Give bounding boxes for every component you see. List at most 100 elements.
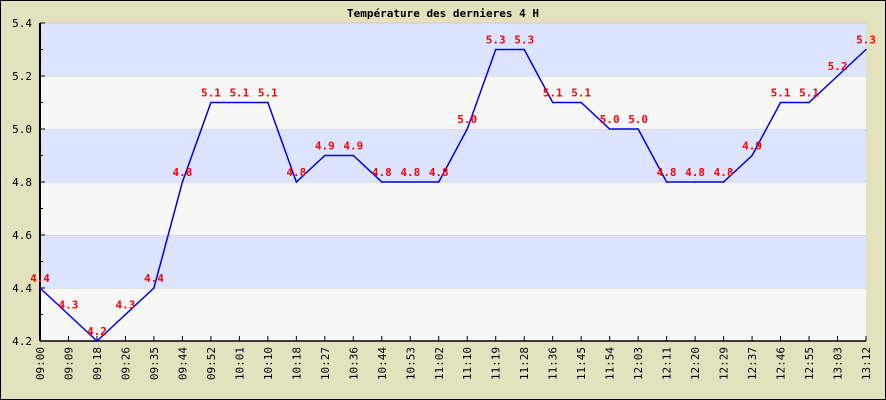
data-label: 5.1 (201, 87, 221, 100)
x-tick-label: 10:18 (290, 347, 303, 380)
data-point (295, 181, 298, 183)
y-tick-label: 4.2 (12, 335, 32, 348)
data-label: 5.3 (514, 34, 534, 47)
x-tick-label: 11:19 (490, 347, 503, 380)
x-tick-label: 09:52 (205, 347, 218, 380)
x-tick-label: 09:35 (148, 347, 161, 380)
x-tick-label: 11:02 (433, 347, 446, 380)
data-label: 4.3 (59, 299, 79, 312)
data-point (437, 181, 440, 183)
data-label: 4.8 (372, 166, 392, 179)
data-label: 4.8 (657, 166, 677, 179)
data-point (580, 101, 582, 104)
x-tick-label: 09:18 (91, 347, 104, 380)
data-label: 4.8 (429, 166, 449, 179)
data-point (67, 313, 70, 316)
x-tick-label: 12:29 (718, 347, 731, 380)
data-label: 4.8 (685, 166, 705, 179)
x-tick-label: 10:44 (376, 347, 389, 380)
data-label: 5.3 (486, 34, 506, 47)
data-label: 4.2 (87, 325, 107, 338)
data-label: 5.1 (771, 87, 791, 100)
x-tick-label: 09:00 (34, 347, 47, 380)
data-point (39, 287, 41, 289)
x-tick-label: 11:36 (547, 347, 560, 380)
x-tick-label: 10:10 (262, 347, 275, 380)
data-label: 5.1 (571, 87, 591, 100)
x-tick-label: 12:55 (803, 347, 816, 380)
data-point (722, 181, 725, 183)
data-point (267, 101, 269, 104)
data-label: 4.4 (30, 272, 50, 285)
grid-band (40, 182, 866, 235)
x-tick-label: 10:27 (319, 347, 332, 380)
chart-title: Température des dernieres 4 H (347, 7, 539, 20)
x-tick-label: 11:54 (604, 347, 617, 380)
x-tick-label: 12:20 (689, 347, 702, 380)
x-tick-label: 10:01 (233, 347, 246, 380)
data-label: 4.8 (286, 166, 306, 179)
data-label: 5.0 (600, 113, 620, 126)
data-point (238, 101, 241, 104)
data-point (551, 101, 554, 104)
x-tick-label: 11:10 (461, 347, 474, 380)
data-label: 5.1 (543, 87, 563, 100)
data-point (352, 154, 355, 157)
data-point (694, 181, 696, 183)
y-tick-label: 5.2 (12, 70, 32, 83)
data-point (494, 48, 497, 51)
grid-band (40, 23, 866, 76)
data-point (324, 154, 326, 157)
x-tick-label: 09:44 (176, 347, 189, 380)
data-point (153, 287, 155, 289)
data-point (836, 75, 839, 77)
data-point (637, 128, 639, 130)
data-point (665, 181, 668, 183)
data-label: 5.3 (856, 34, 876, 47)
data-point (210, 101, 212, 104)
grid-band (40, 76, 866, 129)
x-tick-label: 09:26 (119, 347, 132, 380)
data-point (466, 128, 469, 130)
x-tick-label: 12:46 (775, 347, 788, 380)
data-point (181, 181, 184, 183)
data-point (608, 128, 611, 130)
data-label: 4.9 (343, 140, 363, 153)
data-label: 4.4 (144, 272, 164, 285)
data-label: 4.8 (714, 166, 734, 179)
x-tick-label: 11:45 (575, 347, 588, 380)
grid-band (40, 235, 866, 288)
data-label: 5.2 (828, 60, 848, 73)
x-tick-label: 11:28 (518, 347, 531, 380)
y-tick-label: 4.8 (12, 176, 32, 189)
data-label: 5.0 (628, 113, 648, 126)
x-tick-label: 10:53 (404, 347, 417, 380)
data-label: 4.9 (315, 140, 335, 153)
data-point (124, 313, 127, 316)
data-label: 4.8 (400, 166, 420, 179)
y-tick-label: 4.6 (12, 229, 32, 242)
x-tick-label: 13:12 (860, 347, 873, 380)
data-point (751, 154, 753, 157)
y-tick-label: 4.4 (12, 282, 32, 295)
data-point (779, 101, 782, 104)
y-tick-label: 5.4 (12, 17, 32, 30)
data-label: 5.1 (258, 87, 278, 100)
grid-band (40, 288, 866, 341)
x-tick-label: 13:03 (832, 347, 845, 380)
x-tick-label: 09:09 (62, 347, 75, 380)
data-label: 5.1 (229, 87, 249, 100)
x-tick-label: 12:11 (661, 347, 674, 380)
x-tick-label: 12:37 (746, 347, 759, 380)
data-label: 4.9 (742, 140, 762, 153)
data-label: 4.8 (172, 166, 192, 179)
data-label: 5.0 (457, 113, 477, 126)
x-tick-label: 12:03 (632, 347, 645, 380)
data-point (380, 181, 383, 183)
data-label: 5.1 (799, 87, 819, 100)
data-point (409, 181, 412, 183)
x-tick-label: 10:36 (347, 347, 360, 380)
data-point (523, 48, 526, 51)
data-label: 4.3 (116, 299, 136, 312)
